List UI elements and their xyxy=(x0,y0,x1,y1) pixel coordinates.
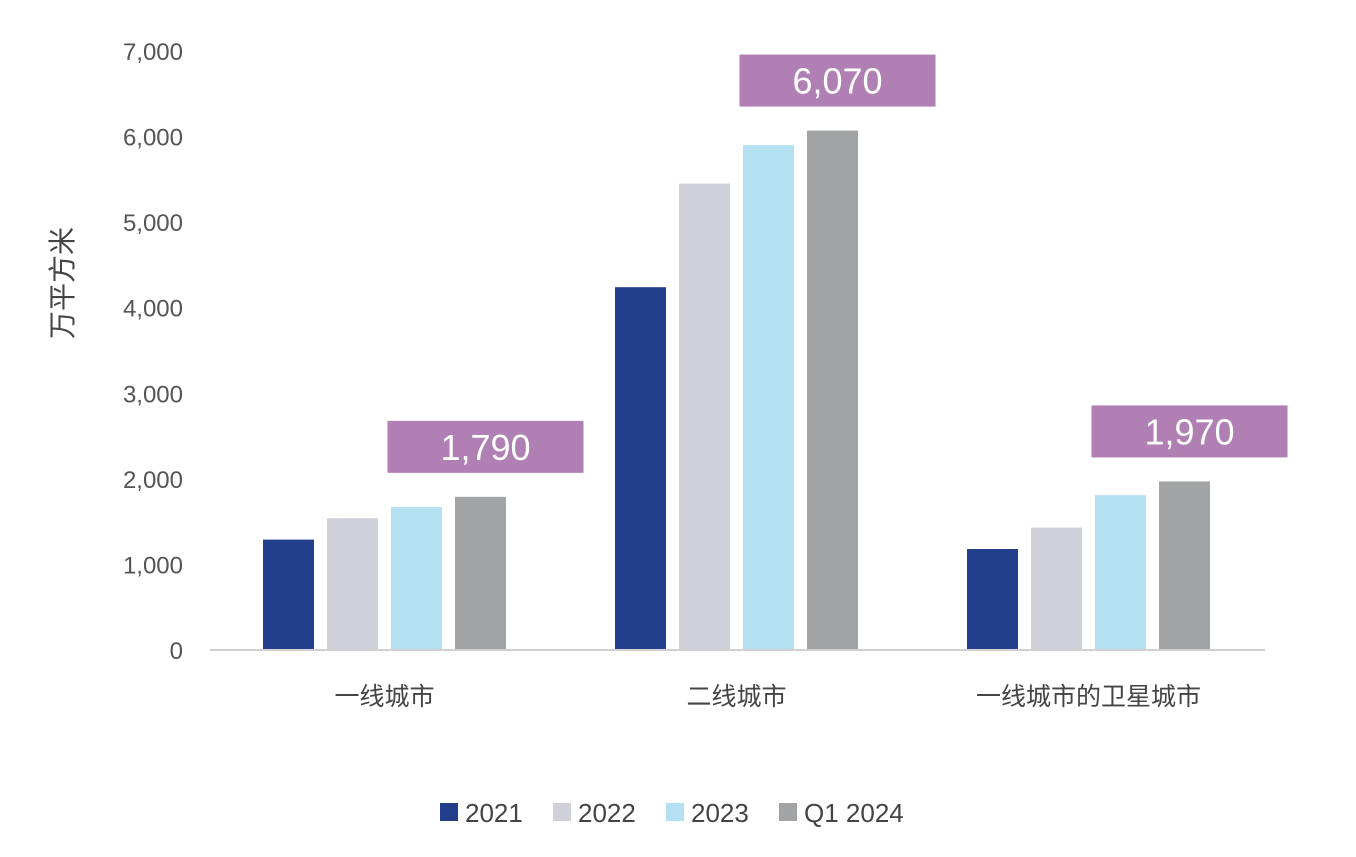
legend-swatch xyxy=(779,803,797,821)
legend-label: 2021 xyxy=(465,798,523,828)
y-tick-label: 6,000 xyxy=(123,125,183,152)
bar-q1-2024-1 xyxy=(807,130,858,650)
category-label: 二线城市 xyxy=(686,683,786,711)
y-tick-label: 7,000 xyxy=(123,39,183,66)
bar-2021-0 xyxy=(263,539,314,650)
callout-1: 6,070 xyxy=(739,54,936,107)
category-label: 一线城市的卫星城市 xyxy=(976,683,1201,711)
legend-swatch xyxy=(553,803,571,821)
bar-2022-2 xyxy=(1031,527,1082,650)
category-labels: 一线城市 二线城市 一线城市的卫星城市 xyxy=(334,683,1201,711)
bar-q1-2024-0 xyxy=(455,496,506,650)
category-label: 一线城市 xyxy=(334,683,434,711)
legend-item-2021: 2021 xyxy=(440,798,523,828)
callout-box xyxy=(387,420,584,473)
y-tick-label: 2,000 xyxy=(123,467,183,494)
bar-2021-2 xyxy=(967,549,1018,650)
bar-2021-1 xyxy=(615,287,666,650)
bar-2023-0 xyxy=(391,507,442,650)
legend-label: Q1 2024 xyxy=(804,798,904,828)
y-axis-ticks: 0 1,000 2,000 3,000 4,000 5,000 6,000 7,000 xyxy=(123,39,183,665)
legend-swatch xyxy=(440,803,458,821)
bar-2022-0 xyxy=(327,518,378,650)
y-tick-label: 0 xyxy=(170,638,183,665)
callout-value: 1,790 xyxy=(440,427,530,468)
y-tick-label: 3,000 xyxy=(123,381,183,408)
callout-box xyxy=(739,54,936,107)
y-tick-label: 4,000 xyxy=(123,296,183,323)
callout-box xyxy=(1091,405,1288,458)
callout-2: 1,970 xyxy=(1091,405,1288,458)
legend-label: 2022 xyxy=(578,798,636,828)
legend-item-2022: 2022 xyxy=(553,798,636,828)
y-tick-label: 5,000 xyxy=(123,210,183,237)
y-axis-label: 万平方米 xyxy=(47,227,78,339)
bar-2023-2 xyxy=(1095,495,1146,650)
y-tick-label: 1,000 xyxy=(123,552,183,579)
callout-annotations: 1,790 6,070 1,970 xyxy=(387,54,1288,473)
legend-swatch xyxy=(666,803,684,821)
callout-value: 6,070 xyxy=(792,61,882,102)
legend: 2021 2022 2023 Q1 2024 xyxy=(440,798,904,828)
bar-2022-1 xyxy=(679,183,730,650)
bar-2023-1 xyxy=(743,145,794,650)
legend-item-2023: 2023 xyxy=(666,798,749,828)
callout-value: 1,970 xyxy=(1144,411,1234,452)
bars xyxy=(263,130,1210,650)
legend-label: 2023 xyxy=(691,798,749,828)
bar-q1-2024-2 xyxy=(1159,481,1210,650)
callout-0: 1,790 xyxy=(387,420,584,473)
legend-item-q1-2024: Q1 2024 xyxy=(779,798,904,828)
